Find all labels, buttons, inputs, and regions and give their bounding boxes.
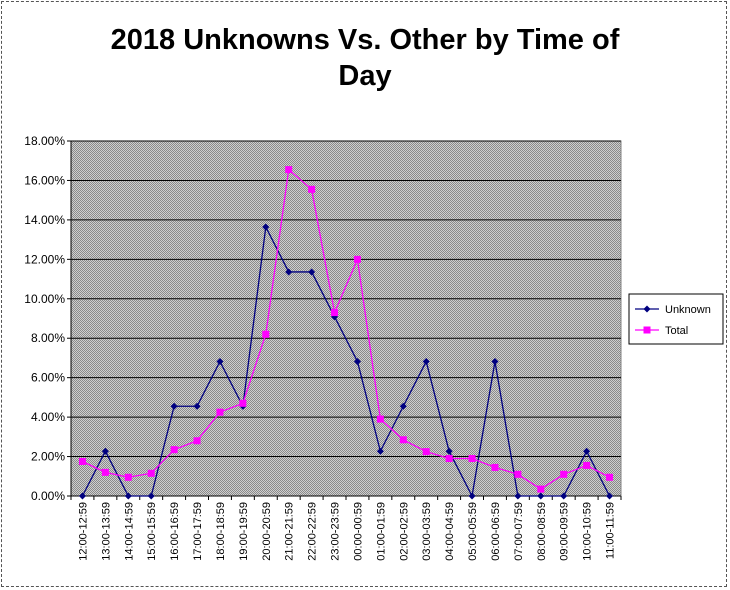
y-tick-label: 14.00% xyxy=(24,213,65,227)
y-tick-label: 10.00% xyxy=(24,292,65,306)
y-tick-label: 6.00% xyxy=(31,371,65,385)
x-tick-label: 14:00-14:59 xyxy=(123,502,135,561)
y-tick-label: 2.00% xyxy=(31,450,65,464)
data-point xyxy=(537,485,545,493)
data-point xyxy=(101,468,109,476)
data-point xyxy=(124,492,132,500)
data-point xyxy=(583,461,591,469)
x-tick-label: 06:00-06:59 xyxy=(490,502,502,561)
data-point xyxy=(560,492,568,500)
data-point xyxy=(514,492,522,500)
x-tick-label: 03:00-03:59 xyxy=(421,502,433,561)
data-point xyxy=(147,469,155,477)
plot-area xyxy=(70,140,622,497)
data-point xyxy=(445,455,453,463)
data-point xyxy=(262,330,270,338)
data-point xyxy=(216,408,224,416)
data-point xyxy=(445,447,453,455)
x-tick-label: 19:00-19:59 xyxy=(238,502,250,561)
data-point xyxy=(124,473,132,481)
data-point xyxy=(353,255,361,263)
series-unknown xyxy=(78,223,614,500)
x-tick-label: 23:00-23:59 xyxy=(330,502,342,561)
series-total xyxy=(78,166,614,493)
series-line xyxy=(81,224,611,499)
x-tick-label: 00:00-00:59 xyxy=(352,502,364,561)
data-point xyxy=(399,436,407,444)
data-point xyxy=(491,463,499,471)
x-tick-label: 08:00-08:59 xyxy=(536,502,548,561)
series-line xyxy=(82,168,610,490)
y-tick-label: 18.00% xyxy=(24,134,65,148)
x-tick-label: 07:00-07:59 xyxy=(513,502,525,561)
data-point xyxy=(353,357,361,365)
x-tick-label: 12:00-12:59 xyxy=(77,502,89,561)
legend-marker xyxy=(643,305,651,313)
chart-title: 2018 Unknowns Vs. Other by Time of Day xyxy=(0,22,730,94)
x-tick-label: 09:00-09:59 xyxy=(559,502,571,561)
x-tick-label: 13:00-13:59 xyxy=(100,502,112,561)
data-point xyxy=(147,492,155,500)
data-point xyxy=(193,437,201,445)
series-layer xyxy=(78,166,614,500)
legend: Unknown Total xyxy=(628,293,724,345)
data-point xyxy=(468,455,476,463)
data-point xyxy=(285,166,293,174)
data-point xyxy=(376,447,384,455)
legend-box xyxy=(628,293,724,345)
data-point xyxy=(285,268,293,276)
data-point xyxy=(170,446,178,454)
data-point xyxy=(468,492,476,500)
chart-title-line-2: Day xyxy=(338,60,392,92)
chart-title-line-1: 2018 Unknowns Vs. Other by Time of xyxy=(110,24,620,56)
x-tick-label: 10:00-10:59 xyxy=(582,502,594,561)
x-tick-label: 11:00-11:59 xyxy=(605,502,617,559)
data-point xyxy=(308,268,316,276)
data-point xyxy=(606,473,614,481)
axes: 0.00% 2.00% 4.00% 6.00% 8.00% 10.00% 12.00% 14.… xyxy=(24,134,622,561)
x-tick-label: 05:00-05:59 xyxy=(467,502,479,561)
data-point xyxy=(170,402,178,410)
data-point xyxy=(308,185,316,193)
data-point xyxy=(376,415,384,423)
x-tick-label: 18:00-18:59 xyxy=(215,502,227,561)
y-tick-label: 0.00% xyxy=(31,489,65,503)
data-point xyxy=(101,447,109,455)
data-point xyxy=(239,399,247,407)
data-point xyxy=(422,448,430,456)
x-tick-label: 16:00-16:59 xyxy=(169,502,181,561)
y-tick-label: 12.00% xyxy=(24,252,65,266)
data-point xyxy=(262,223,270,231)
data-point xyxy=(606,492,614,500)
y-tick-label: 4.00% xyxy=(31,410,65,424)
x-tick-label: 04:00-04:59 xyxy=(444,502,456,561)
data-point xyxy=(422,357,430,365)
data-point xyxy=(216,357,224,365)
data-point xyxy=(560,470,568,478)
data-point xyxy=(491,357,499,365)
x-tick-label: 01:00-01:59 xyxy=(375,502,387,561)
x-tick-label: 02:00-02:59 xyxy=(398,502,410,561)
data-point xyxy=(399,402,407,410)
x-tick-label: 20:00-20:59 xyxy=(261,502,273,561)
x-tick-label: 21:00-21:59 xyxy=(284,502,296,561)
data-point xyxy=(193,402,201,410)
x-tick-label: 15:00-15:59 xyxy=(146,502,158,561)
legend-label: Unknown xyxy=(665,304,711,316)
data-point xyxy=(331,309,339,317)
y-tick-label: 16.00% xyxy=(24,173,65,187)
y-tick-label: 8.00% xyxy=(31,331,65,345)
data-point xyxy=(514,470,522,478)
data-point xyxy=(537,492,545,500)
legend-label: Total xyxy=(665,325,688,337)
data-point xyxy=(583,447,591,455)
x-tick-label: 17:00-17:59 xyxy=(192,502,204,561)
x-tick-label: 22:00-22:59 xyxy=(307,502,319,561)
legend-marker xyxy=(643,326,651,334)
data-point xyxy=(78,492,86,500)
data-point xyxy=(78,457,86,465)
